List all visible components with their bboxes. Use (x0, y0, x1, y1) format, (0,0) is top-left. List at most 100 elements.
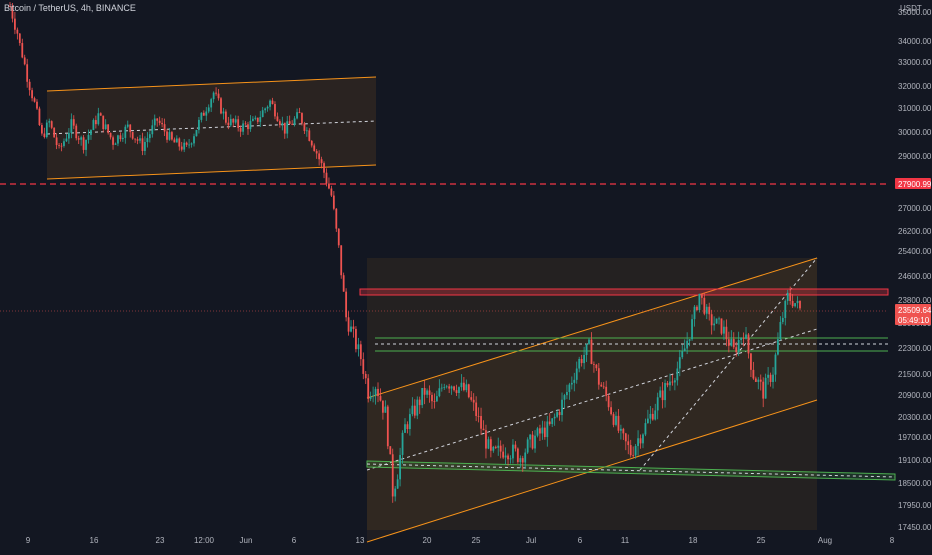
candle[interactable] (416, 396, 419, 420)
candle[interactable] (205, 107, 208, 121)
candle[interactable] (276, 112, 279, 122)
candle[interactable] (207, 104, 210, 114)
candle[interactable] (175, 135, 178, 143)
candle[interactable] (330, 185, 333, 198)
candle[interactable] (33, 96, 36, 103)
candle[interactable] (301, 112, 303, 126)
candle[interactable] (399, 447, 401, 487)
candle[interactable] (610, 401, 612, 416)
candle[interactable] (656, 392, 659, 420)
candle[interactable] (524, 448, 527, 470)
candle[interactable] (642, 433, 644, 449)
candle[interactable] (676, 361, 679, 386)
candle[interactable] (458, 386, 460, 399)
rising-channel-bottom-line[interactable] (366, 399, 818, 543)
candle[interactable] (688, 339, 691, 347)
candle[interactable] (529, 433, 532, 448)
candle[interactable] (386, 404, 389, 450)
candle[interactable] (97, 107, 100, 126)
candle[interactable] (764, 373, 767, 399)
candle[interactable] (536, 426, 539, 438)
candle[interactable] (166, 129, 168, 143)
candle[interactable] (131, 131, 134, 140)
candle[interactable] (700, 293, 703, 305)
candle[interactable] (708, 302, 711, 321)
candle[interactable] (617, 408, 620, 434)
candle[interactable] (377, 382, 379, 403)
candle[interactable] (512, 439, 514, 464)
candle[interactable] (472, 393, 475, 411)
candle[interactable] (693, 304, 696, 327)
candle[interactable] (421, 387, 424, 409)
candle[interactable] (443, 383, 446, 390)
candle[interactable] (470, 391, 473, 402)
candle[interactable] (374, 386, 377, 405)
candle[interactable] (21, 38, 24, 59)
candle[interactable] (180, 141, 183, 152)
range-channel-bottom-line[interactable] (46, 164, 377, 180)
candle[interactable] (58, 143, 60, 149)
candle[interactable] (718, 316, 720, 325)
rising-channel-mid-line[interactable] (366, 328, 818, 471)
candle[interactable] (261, 106, 264, 118)
candle[interactable] (654, 403, 657, 421)
candle[interactable] (561, 392, 563, 422)
candle[interactable] (347, 311, 350, 336)
candle[interactable] (796, 296, 799, 309)
candle[interactable] (313, 143, 316, 152)
candle[interactable] (67, 128, 70, 144)
candle[interactable] (671, 374, 674, 386)
candle[interactable] (394, 485, 397, 502)
candle[interactable] (114, 142, 117, 145)
candle[interactable] (489, 436, 492, 458)
candle[interactable] (622, 427, 625, 440)
candle[interactable] (730, 330, 733, 347)
candle[interactable] (220, 97, 222, 115)
candle[interactable] (332, 191, 335, 211)
candle[interactable] (303, 121, 306, 135)
candle[interactable] (296, 108, 298, 120)
candle[interactable] (70, 113, 73, 139)
candle[interactable] (492, 445, 495, 453)
candle[interactable] (448, 383, 451, 394)
candle[interactable] (87, 129, 90, 144)
candle[interactable] (686, 332, 689, 355)
candle[interactable] (320, 156, 323, 169)
candle[interactable] (620, 424, 622, 440)
candle[interactable] (364, 371, 367, 384)
candle[interactable] (423, 380, 426, 405)
candle[interactable] (404, 418, 406, 433)
candle[interactable] (799, 300, 801, 311)
range-channel-top-line[interactable] (46, 76, 377, 92)
candle[interactable] (45, 119, 48, 139)
candle[interactable] (477, 407, 480, 423)
candle[interactable] (53, 127, 56, 138)
candle[interactable] (18, 33, 21, 46)
candle[interactable] (355, 326, 357, 353)
candle[interactable] (391, 448, 394, 503)
candle[interactable] (92, 118, 95, 131)
candle[interactable] (509, 455, 512, 464)
candle[interactable] (575, 361, 578, 384)
candle[interactable] (651, 408, 654, 421)
candle[interactable] (777, 332, 779, 356)
candle[interactable] (126, 120, 129, 129)
candle[interactable] (573, 372, 576, 392)
candle[interactable] (185, 141, 188, 147)
candle[interactable] (632, 446, 635, 458)
candle[interactable] (772, 367, 774, 389)
candle[interactable] (519, 455, 522, 468)
candle[interactable] (723, 320, 725, 341)
candle[interactable] (215, 87, 217, 96)
candle[interactable] (141, 132, 144, 156)
candle[interactable] (256, 117, 259, 125)
candle[interactable] (578, 356, 581, 373)
candle[interactable] (661, 382, 664, 409)
candle[interactable] (433, 393, 436, 409)
candle[interactable] (200, 112, 203, 123)
candle[interactable] (514, 441, 517, 452)
candle[interactable] (249, 115, 252, 132)
candle[interactable] (597, 362, 600, 390)
candle[interactable] (28, 79, 31, 96)
